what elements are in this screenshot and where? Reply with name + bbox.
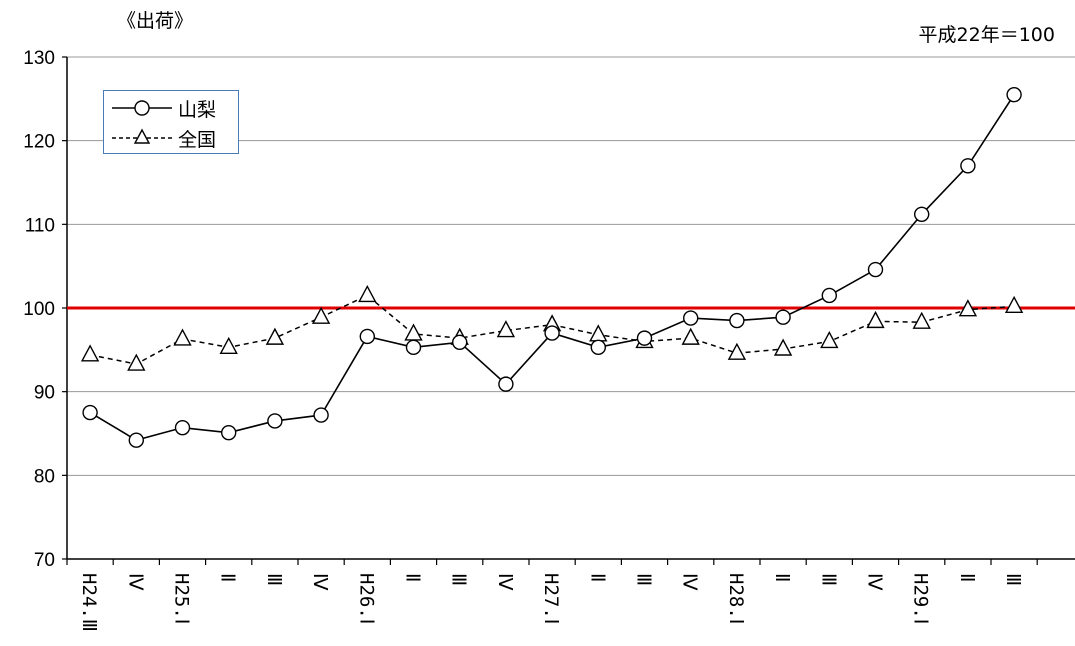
data-point-yamanashi [867, 261, 884, 278]
data-point-zenkoku [496, 320, 516, 338]
x-tick-label: Ⅳ [124, 573, 146, 591]
data-point-yamanashi [498, 376, 514, 392]
data-point-yamanashi [544, 325, 560, 341]
x-tick-label: H28.Ⅰ [725, 573, 747, 624]
data-point-zenkoku [681, 327, 700, 345]
legend-triangle-dashed-line-icon [112, 128, 172, 144]
data-point-zenkoku [912, 311, 931, 329]
data-point-zenkoku [404, 323, 423, 341]
y-tick-label: 90 [34, 383, 55, 404]
x-tick-label: Ⅳ [679, 573, 701, 591]
y-tick-label: 70 [34, 550, 55, 571]
x-tick-label: Ⅱ [771, 573, 793, 582]
data-point-yamanashi [775, 309, 791, 325]
x-tick-label: Ⅱ [586, 573, 608, 582]
data-point-zenkoku [265, 327, 285, 345]
x-tick-label: Ⅳ [864, 573, 886, 591]
x-tick-label: Ⅲ [1002, 573, 1024, 586]
data-point-zenkoku [311, 306, 331, 324]
x-tick-label: Ⅲ [263, 573, 285, 586]
x-tick-label: Ⅳ [494, 573, 516, 591]
data-point-zenkoku [219, 336, 238, 355]
x-tick-label: Ⅱ [217, 573, 239, 582]
data-point-yamanashi [220, 424, 237, 441]
chart-note-left: 《出荷》 [117, 10, 194, 32]
legend: 山梨 全国 [103, 90, 239, 154]
data-point-yamanashi [914, 206, 930, 222]
x-tick-label: H24.Ⅲ [78, 573, 100, 632]
data-point-zenkoku [589, 324, 608, 342]
legend-label: 山梨 [178, 98, 217, 121]
data-point-zenkoku [820, 330, 839, 349]
data-point-zenkoku [80, 344, 100, 362]
data-point-yamanashi [313, 407, 329, 423]
y-tick-label: 120 [23, 132, 55, 153]
data-point-zenkoku [173, 328, 192, 346]
x-tick-label: Ⅱ [956, 573, 978, 582]
legend-item-yamanashi: 山梨 [110, 94, 216, 122]
x-tick-label: Ⅱ [402, 573, 424, 582]
x-tick-label: H26.Ⅰ [355, 573, 377, 624]
x-tick-label: Ⅲ [448, 573, 470, 586]
data-point-yamanashi [590, 339, 606, 356]
data-point-zenkoku [1004, 295, 1024, 314]
data-point-yamanashi [636, 330, 653, 346]
data-point-yamanashi [405, 339, 422, 356]
data-point-zenkoku [866, 310, 885, 329]
x-tick-label: H29.Ⅰ [910, 573, 932, 624]
index-base-note: 平成22年＝100 [918, 24, 1055, 46]
x-tick-label: Ⅳ [309, 573, 331, 591]
data-point-yamanashi [128, 432, 145, 448]
y-tick-label: 100 [23, 299, 55, 320]
data-point-zenkoku [773, 338, 793, 356]
series-layer [80, 86, 1024, 448]
x-tick-label: H25.Ⅰ [171, 573, 193, 624]
legend-circle-line-icon [112, 100, 172, 116]
data-point-yamanashi [1006, 86, 1022, 103]
legend-label: 全国 [178, 128, 217, 151]
data-point-yamanashi [452, 334, 468, 351]
x-tick-label: Ⅲ [817, 573, 839, 586]
data-point-yamanashi [683, 310, 699, 326]
data-point-yamanashi [960, 158, 976, 174]
y-tick-label: 110 [25, 215, 55, 236]
x-tick-label: Ⅲ [633, 573, 655, 586]
data-point-yamanashi [267, 413, 283, 429]
data-point-zenkoku [127, 353, 146, 371]
x-tick-label: H27.Ⅰ [540, 573, 562, 624]
data-point-yamanashi [821, 287, 837, 304]
data-point-zenkoku [358, 284, 377, 303]
data-point-zenkoku [727, 342, 747, 360]
data-point-yamanashi [174, 419, 191, 436]
x-axis-ticks: H24.Ⅲ Ⅳ H25.Ⅰ Ⅱ Ⅲ Ⅳ H26.Ⅰ Ⅱ Ⅲ Ⅳ H27.Ⅰ Ⅱ Ⅲ Ⅳ H28.Ⅰ Ⅱ Ⅲ Ⅳ H2… [66, 559, 1038, 632]
data-point-yamanashi [82, 404, 98, 421]
data-point-zenkoku [958, 299, 978, 317]
data-point-yamanashi [729, 312, 745, 329]
y-tick-label: 80 [34, 466, 55, 487]
data-point-yamanashi [359, 328, 375, 345]
y-tick-label: 130 [23, 48, 55, 69]
y-axis-ticks: 70 80 90 100 110 120 130 [23, 48, 67, 571]
legend-item-zenkoku: 全国 [110, 124, 216, 152]
